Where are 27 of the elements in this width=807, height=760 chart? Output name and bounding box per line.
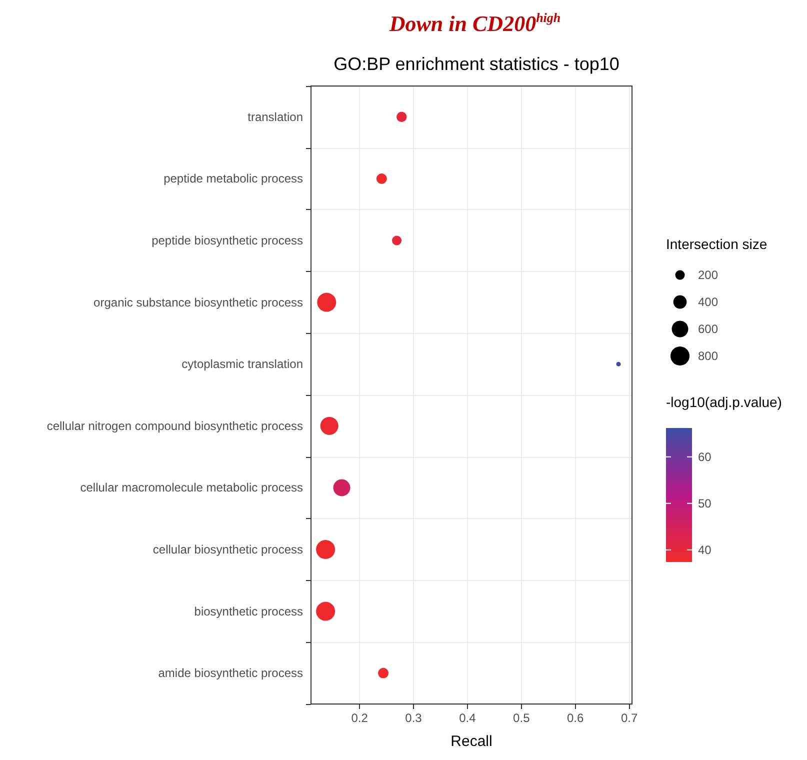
chart-subtitle: GO:BP enrichment statistics - top10 <box>334 54 620 74</box>
y-tick-label: cellular biosynthetic process <box>152 542 303 556</box>
y-tick-label: amide biosynthetic process <box>158 666 303 680</box>
color-bar-label: 60 <box>698 450 712 464</box>
y-tick-label: organic substance biosynthetic process <box>94 295 303 310</box>
x-tick-label: 0.2 <box>351 711 368 725</box>
color-bar-label: 40 <box>698 542 712 557</box>
legend-label: 200 <box>698 268 718 282</box>
x-tick-label: 0.7 <box>620 711 638 725</box>
legend-label: 600 <box>698 322 718 336</box>
legend-label: 400 <box>698 295 718 309</box>
y-tick-label: cellular nitrogen compound biosynthetic process <box>46 418 303 433</box>
legend-title: Intersection size <box>666 236 768 252</box>
x-tick-label: 0.4 <box>459 711 476 725</box>
y-tick-label: peptide biosynthetic process <box>152 234 303 248</box>
x-tick-label: 0.6 <box>567 711 584 725</box>
y-tick-label: peptide metabolic process <box>164 172 303 186</box>
y-tick-label: cytoplasmic translation <box>182 357 303 372</box>
y-tick-label: cellular macromolecule metabolic process <box>80 480 303 495</box>
x-tick-label: 0.3 <box>405 711 422 725</box>
legend-label: 800 <box>698 349 718 363</box>
x-tick-label: 0.5 <box>513 711 530 725</box>
color-bar-label: 50 <box>698 496 712 510</box>
y-tick-label: biosynthetic process <box>194 604 303 618</box>
color-bar-title: -log10(adj.p.value) <box>666 394 782 410</box>
y-tick-label: translation <box>248 110 303 124</box>
x-axis-title: Recall <box>450 733 492 750</box>
